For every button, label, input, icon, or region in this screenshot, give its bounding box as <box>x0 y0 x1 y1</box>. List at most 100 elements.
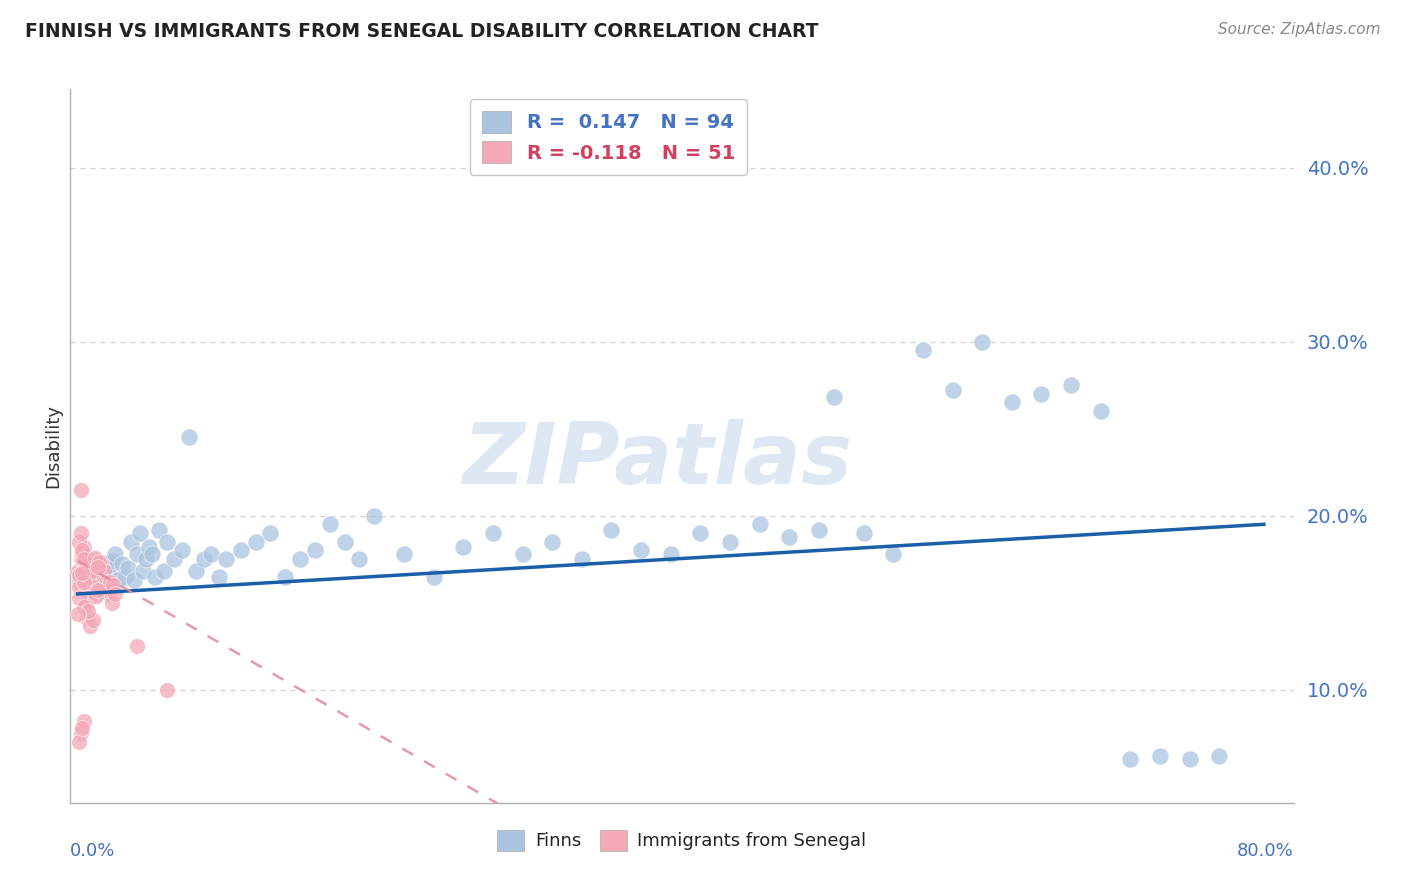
Point <box>79 619 101 633</box>
Text: FINNISH VS IMMIGRANTS FROM SENEGAL DISABILITY CORRELATION CHART: FINNISH VS IMMIGRANTS FROM SENEGAL DISAB… <box>25 22 818 41</box>
Point <box>90 558 112 572</box>
Point <box>659 547 682 561</box>
Point <box>89 569 111 583</box>
Point <box>1178 752 1201 766</box>
Point <box>1001 395 1024 409</box>
Point <box>129 526 152 541</box>
Point <box>67 591 90 605</box>
Point <box>207 569 229 583</box>
Point <box>75 578 97 592</box>
Point <box>75 564 97 578</box>
Point <box>69 483 91 497</box>
Point <box>79 552 101 566</box>
Point <box>86 563 108 577</box>
Point <box>718 534 741 549</box>
Point <box>67 534 90 549</box>
Point <box>96 582 118 596</box>
Y-axis label: Disability: Disability <box>44 404 62 488</box>
Point <box>87 582 110 597</box>
Point <box>512 547 534 561</box>
Point <box>75 558 97 572</box>
Point <box>93 569 115 583</box>
Point <box>392 547 415 561</box>
Point <box>97 567 120 582</box>
Point <box>229 543 252 558</box>
Point <box>333 534 356 549</box>
Point <box>98 574 121 589</box>
Point <box>86 561 108 575</box>
Point <box>451 540 474 554</box>
Point <box>82 587 104 601</box>
Point <box>91 556 114 570</box>
Point <box>76 564 98 578</box>
Point <box>80 578 103 592</box>
Point <box>67 607 90 622</box>
Point <box>304 543 326 558</box>
Point <box>69 726 91 740</box>
Point <box>77 552 100 566</box>
Point <box>83 573 105 587</box>
Point <box>104 587 127 601</box>
Point <box>73 574 96 589</box>
Point <box>82 564 104 578</box>
Point <box>215 552 238 566</box>
Point <box>77 569 100 583</box>
Point <box>823 390 845 404</box>
Point <box>67 580 90 594</box>
Point <box>274 569 297 583</box>
Point <box>972 334 994 349</box>
Point <box>101 596 124 610</box>
Point <box>882 547 904 561</box>
Point <box>177 430 200 444</box>
Point <box>1090 404 1112 418</box>
Point <box>76 604 98 618</box>
Point <box>163 552 186 566</box>
Point <box>125 547 148 561</box>
Point <box>72 578 94 592</box>
Point <box>1149 748 1171 763</box>
Point <box>72 714 94 728</box>
Point <box>98 558 121 572</box>
Point <box>84 574 107 589</box>
Point <box>72 540 94 554</box>
Point <box>193 552 215 566</box>
Point <box>91 578 114 592</box>
Point <box>79 578 101 592</box>
Point <box>76 558 98 572</box>
Point <box>808 523 831 537</box>
Point <box>941 384 963 398</box>
Point <box>67 735 90 749</box>
Point <box>70 582 93 596</box>
Point <box>120 534 142 549</box>
Point <box>69 552 91 566</box>
Point <box>76 611 98 625</box>
Text: 0.0%: 0.0% <box>70 842 115 860</box>
Point <box>89 554 111 568</box>
Point <box>94 574 117 589</box>
Point <box>349 552 371 566</box>
Point <box>83 564 105 578</box>
Point <box>84 590 107 604</box>
Point <box>748 517 770 532</box>
Point <box>70 721 93 735</box>
Point <box>76 574 98 589</box>
Point <box>82 564 104 578</box>
Point <box>84 582 107 596</box>
Point <box>84 587 107 601</box>
Point <box>70 543 93 558</box>
Text: Source: ZipAtlas.com: Source: ZipAtlas.com <box>1218 22 1381 37</box>
Point <box>72 569 94 583</box>
Point <box>82 587 104 601</box>
Point <box>70 552 93 566</box>
Point <box>89 582 111 596</box>
Text: 80.0%: 80.0% <box>1237 842 1294 860</box>
Point <box>82 552 104 566</box>
Point <box>148 523 170 537</box>
Point <box>69 526 91 541</box>
Point <box>600 523 623 537</box>
Point <box>1031 386 1053 401</box>
Point <box>114 569 136 583</box>
Point <box>156 534 179 549</box>
Point <box>77 591 100 606</box>
Point <box>87 582 110 596</box>
